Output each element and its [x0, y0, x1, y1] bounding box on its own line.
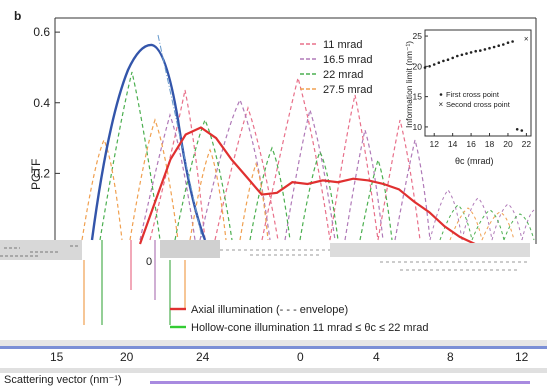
inset-second-cross-point: ×: [524, 35, 529, 44]
inset-first-cross-point: [502, 43, 505, 46]
inset-first-cross-point: [488, 46, 491, 50]
inset-legend-first-marker: [439, 93, 443, 96]
y-tick-label: 0.4: [33, 96, 50, 110]
legend-label-11-mrad: 11 mrad: [323, 39, 363, 51]
main-axes: 0.2 0.4 0.6 PCTF: [29, 17, 537, 244]
lower-legend: Axial illumination (- - - envelope) Holl…: [170, 304, 428, 334]
dashed-curve-right-tail: [429, 189, 535, 241]
inset-first-cross-point: [497, 44, 501, 47]
inset-first-cross-point: [506, 41, 510, 44]
inset-legend-first: First cross point: [446, 90, 500, 99]
band-gray-block-right: [330, 243, 530, 257]
inset-x-tick-label: 18: [485, 139, 495, 149]
x-tick-24: 24: [196, 350, 210, 364]
dashed-curve-right-tail-green: [439, 204, 535, 241]
bottom-x-ticks: 15 20 24 0 4 8 12: [50, 350, 529, 364]
inset-x-tick-label: 22: [522, 139, 532, 149]
inset-y-tick-label: 20: [413, 61, 423, 71]
dashed-curve-right-tail-orange: [449, 207, 515, 241]
dashed-curve-22-mrad: [99, 71, 393, 241]
inset-x-label: θc (mrad): [455, 156, 494, 166]
inset-x-tick-label: 12: [429, 139, 439, 149]
y-tick-label: 0.2: [33, 166, 50, 180]
inset-first-cross-point: [520, 129, 524, 132]
band-light-stripe-1: [0, 340, 547, 348]
y-tick-label: 0.6: [33, 25, 50, 39]
inset-first-cross-point: [474, 49, 478, 53]
inset-x-tick-label: 14: [448, 139, 458, 149]
band-dash-noise-right: [220, 249, 530, 271]
inset: 12 14 16 18 20 22 10 15 20 25 × First cross poin…: [404, 29, 532, 166]
x-tick-15: 15: [50, 350, 64, 364]
inset-first-cross-point: [465, 52, 468, 55]
lower-band: 0: [0, 240, 547, 384]
inset-y-tick-label: 10: [413, 122, 423, 132]
inset-legend-second-marker: ×: [439, 100, 444, 109]
x-tick-20: 20: [120, 350, 134, 364]
inset-first-cross-point: [460, 53, 464, 57]
inset-first-cross-point: [428, 65, 431, 68]
band-blue-stripe: [0, 346, 547, 349]
band-gray-block-left: [0, 240, 82, 260]
band-purple-stripe: [150, 381, 530, 384]
inset-x-ticks: 12 14 16 18 20 22: [429, 133, 531, 149]
dashed-curve-16-5-mrad: [139, 98, 431, 241]
inset-frame: [424, 29, 532, 137]
inset-first-cross-point: [492, 45, 496, 49]
band-gray-block-mid: [160, 240, 220, 258]
x-tick-4: 4: [373, 350, 380, 364]
panel-label: b: [14, 9, 21, 23]
dashed-curve-11-mrad: [149, 75, 421, 241]
legend-label-22-mrad: 22 mrad: [323, 69, 363, 81]
band-light-stripe-2: [0, 368, 547, 373]
inset-first-cross-point: [432, 63, 436, 66]
inset-second-cross-series: ×: [524, 35, 529, 44]
x-tick-8: 8: [447, 350, 454, 364]
inset-first-cross-point: [511, 40, 514, 43]
band-dash-noise-left: [0, 245, 78, 257]
dashed-curve-27-5-mrad: [81, 118, 269, 241]
inset-first-cross-series: [423, 40, 524, 132]
inset-first-cross-point: [483, 48, 487, 51]
inset-first-cross-point: [469, 51, 473, 54]
x-tick-12: 12: [515, 350, 529, 364]
legend-label-axial: Axial illumination (- - - envelope): [191, 304, 348, 316]
inset-legend-second: Second cross point: [446, 100, 511, 109]
inset-y-ticks: 10 15 20 25: [413, 31, 428, 132]
band-zero-label: 0: [146, 256, 152, 268]
inset-first-cross-point: [437, 61, 441, 64]
legend: 11 mrad 16.5 mrad 22 mrad 27.5 mrad: [300, 39, 373, 96]
axial-tangent-line: [157, 34, 203, 239]
x-tick-0: 0: [297, 350, 304, 364]
inset-first-cross-point: [456, 54, 459, 58]
axial-illumination-curve: [138, 126, 476, 245]
x-axis-label: Scattering vector (nm⁻¹): [4, 374, 122, 386]
legend-label-16-5-mrad: 16.5 mrad: [323, 54, 373, 66]
inset-first-cross-point: [451, 56, 455, 60]
inset-first-cross-point: [446, 58, 450, 61]
inset-x-tick-label: 20: [503, 139, 513, 149]
legend-label-hollow-cone: Hollow-cone illumination 11 mrad ≤ θc ≤ …: [191, 322, 428, 334]
inset-first-cross-point: [442, 59, 445, 63]
inset-y-tick-label: 25: [413, 31, 423, 41]
axial-peak-curve: [90, 43, 207, 241]
inset-x-tick-label: 16: [466, 139, 476, 149]
inset-y-label: Information limit (nm⁻¹): [404, 41, 414, 128]
dashed-curves: [81, 71, 535, 241]
inset-first-cross-point: [423, 66, 427, 69]
legend-label-27-5-mrad: 27.5 mrad: [323, 84, 373, 96]
y-ticks: 0.2 0.4 0.6: [33, 25, 60, 180]
y-axis-label: PCTF: [29, 159, 43, 190]
inset-y-tick-label: 15: [413, 92, 423, 102]
inset-first-cross-point: [515, 128, 519, 131]
inset-first-cross-point: [479, 49, 482, 52]
